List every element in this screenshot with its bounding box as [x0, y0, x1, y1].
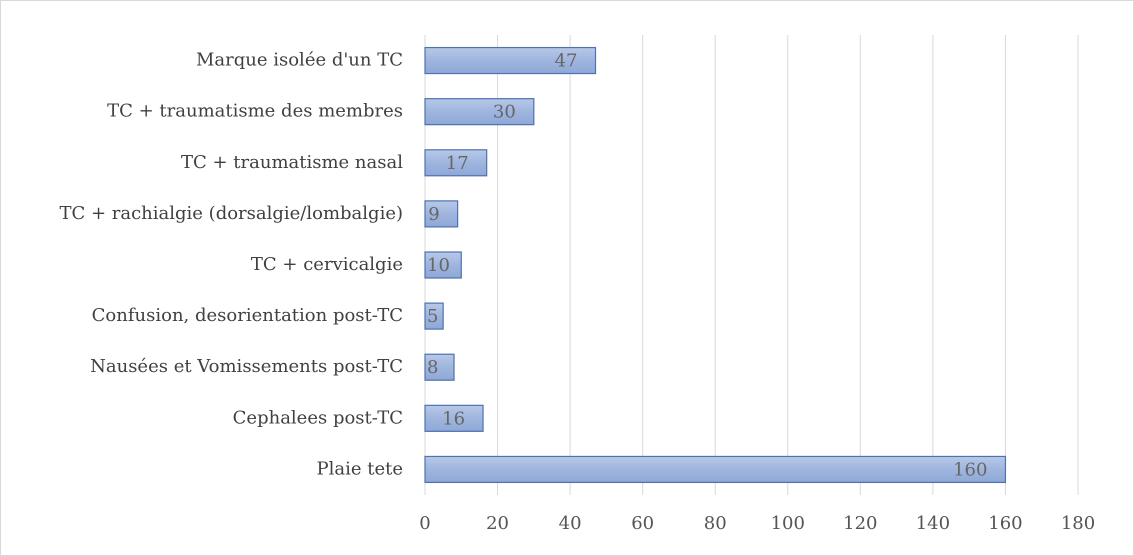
x-tick-label: 20: [486, 513, 509, 534]
x-tick-label: 80: [704, 513, 727, 534]
y-tick-label: Plaie tete: [316, 458, 403, 479]
x-tick-label: 60: [631, 513, 654, 534]
x-tick-label: 40: [559, 513, 582, 534]
y-tick-label: Marque isolée d'un TC: [196, 50, 403, 71]
value-label: 160: [953, 459, 987, 480]
x-tick-label: 0: [419, 513, 430, 534]
x-tick-label: 160: [988, 513, 1022, 534]
value-label: 9: [428, 204, 439, 225]
y-tick-label: TC + cervicalgie: [251, 254, 403, 275]
bar: [424, 455, 1007, 484]
x-tick-label: 100: [771, 513, 805, 534]
y-tick-label: TC + traumatisme des membres: [107, 101, 403, 122]
bar: [424, 302, 444, 330]
bar: [424, 404, 484, 432]
bar: [424, 98, 535, 126]
bar: [424, 149, 488, 177]
y-tick-label: TC + traumatisme nasal: [181, 152, 403, 173]
bar: [424, 353, 455, 381]
value-label: 10: [427, 255, 450, 276]
value-label: 5: [427, 306, 438, 327]
x-tick-label: 140: [916, 513, 950, 534]
bar: [424, 251, 462, 279]
y-tick-label: TC + rachialgie (dorsalgie/lombalgie): [59, 203, 403, 224]
value-label: 47: [555, 51, 578, 72]
y-tick-label: Nausées et Vomissements post-TC: [90, 356, 403, 377]
y-tick-label: Cephalees post-TC: [233, 407, 403, 428]
value-label: 17: [446, 153, 469, 174]
value-label: 8: [427, 357, 438, 378]
y-tick-label: Confusion, desorientation post-TC: [92, 305, 403, 326]
bar: [424, 200, 459, 228]
value-label: 30: [493, 102, 516, 123]
bar: [424, 46, 597, 75]
value-label: 16: [442, 408, 465, 429]
x-tick-label: 180: [1061, 513, 1095, 534]
x-tick-label: 120: [843, 513, 877, 534]
